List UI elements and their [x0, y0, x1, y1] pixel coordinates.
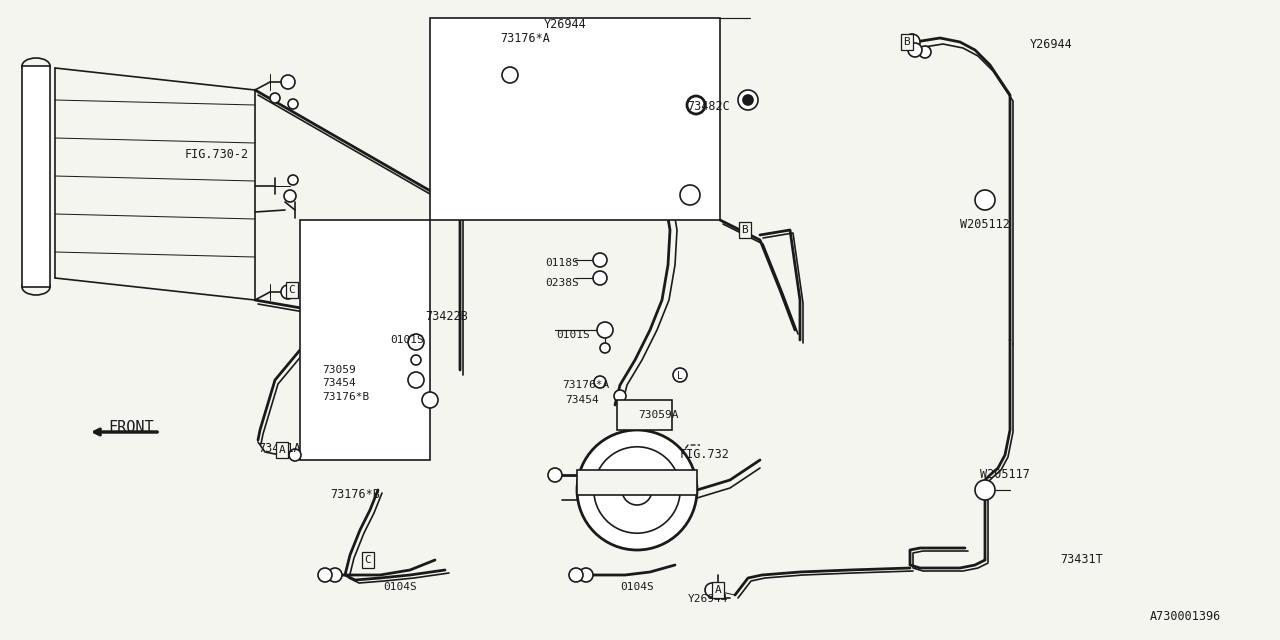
Circle shape — [596, 322, 613, 338]
Ellipse shape — [22, 58, 50, 74]
Text: FRONT: FRONT — [108, 420, 154, 435]
Circle shape — [548, 468, 562, 482]
Text: B: B — [741, 225, 749, 235]
Circle shape — [408, 334, 424, 350]
Text: 73431T: 73431T — [1060, 553, 1103, 566]
Circle shape — [739, 90, 758, 110]
Circle shape — [622, 475, 652, 505]
Text: 73422B: 73422B — [425, 310, 467, 323]
Text: 73176*B: 73176*B — [323, 392, 369, 402]
Text: L: L — [677, 371, 682, 381]
Text: 0104S: 0104S — [620, 582, 654, 592]
Ellipse shape — [22, 279, 50, 295]
Circle shape — [646, 405, 657, 415]
Text: 73482C: 73482C — [687, 100, 730, 113]
Bar — [300, 220, 430, 460]
Circle shape — [570, 568, 582, 582]
Circle shape — [594, 447, 680, 533]
Text: Y26944: Y26944 — [544, 18, 586, 31]
Circle shape — [577, 430, 698, 550]
Circle shape — [270, 93, 280, 103]
Text: Y26944: Y26944 — [689, 594, 728, 604]
Circle shape — [288, 99, 298, 109]
Circle shape — [408, 372, 424, 388]
Text: 0118S: 0118S — [545, 258, 579, 268]
Text: A: A — [714, 585, 722, 595]
Text: 73176*B: 73176*B — [330, 488, 380, 501]
Circle shape — [705, 583, 719, 597]
Circle shape — [614, 390, 626, 402]
Text: 73059A: 73059A — [637, 410, 678, 420]
Circle shape — [919, 46, 931, 58]
Circle shape — [328, 568, 342, 582]
Text: W205112: W205112 — [960, 218, 1010, 231]
Text: 0101S: 0101S — [556, 330, 590, 340]
Text: 73059: 73059 — [323, 365, 356, 375]
Text: C: C — [288, 285, 296, 295]
Circle shape — [904, 34, 920, 50]
Circle shape — [593, 271, 607, 285]
Circle shape — [284, 190, 296, 202]
Circle shape — [288, 175, 298, 185]
Circle shape — [687, 96, 705, 114]
Circle shape — [908, 43, 922, 57]
Text: W205117: W205117 — [980, 468, 1030, 481]
Text: 73176*A: 73176*A — [500, 32, 550, 45]
Text: Y26944: Y26944 — [1030, 38, 1073, 51]
Circle shape — [282, 285, 294, 299]
Text: A: A — [279, 445, 285, 455]
Text: 0101S: 0101S — [390, 335, 424, 345]
Circle shape — [742, 95, 753, 105]
Bar — [22, 66, 50, 287]
Bar — [617, 400, 672, 430]
Text: C: C — [365, 555, 371, 565]
Text: 73454: 73454 — [564, 395, 599, 405]
Circle shape — [579, 568, 593, 582]
Text: 0104S: 0104S — [383, 582, 417, 592]
Circle shape — [282, 75, 294, 89]
Text: B: B — [904, 37, 910, 47]
Circle shape — [680, 185, 700, 205]
Text: FIG.730-2: FIG.730-2 — [186, 148, 250, 161]
Bar — [430, 18, 719, 220]
Circle shape — [289, 449, 301, 461]
Circle shape — [502, 67, 518, 83]
Text: 0238S: 0238S — [545, 278, 579, 288]
Circle shape — [594, 376, 605, 388]
Circle shape — [317, 568, 332, 582]
Circle shape — [411, 355, 421, 365]
Circle shape — [422, 392, 438, 408]
Circle shape — [593, 253, 607, 267]
Circle shape — [975, 190, 995, 210]
Text: 73421A: 73421A — [259, 442, 301, 455]
Text: FIG.732: FIG.732 — [680, 448, 730, 461]
Circle shape — [975, 480, 995, 500]
Circle shape — [600, 343, 611, 353]
Circle shape — [673, 368, 687, 382]
Text: 73454: 73454 — [323, 378, 356, 388]
Text: 73176*A: 73176*A — [562, 380, 609, 390]
Bar — [577, 470, 698, 495]
Text: A730001396: A730001396 — [1149, 610, 1221, 623]
